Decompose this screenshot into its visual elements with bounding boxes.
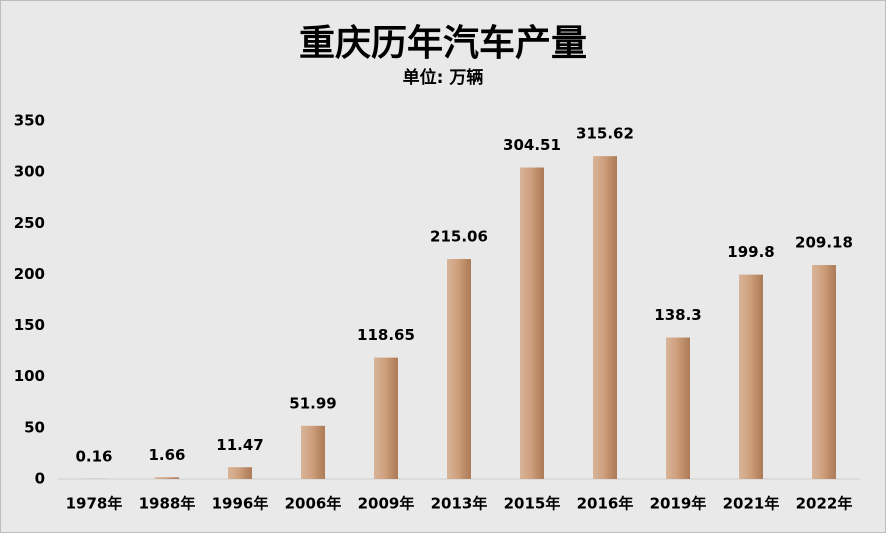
y-tick-label: 300 [14, 163, 45, 181]
x-tick-label: 2019年 [650, 495, 707, 513]
value-label: 215.06 [430, 228, 488, 246]
x-tick-label: 2006年 [285, 495, 342, 513]
value-label: 0.16 [75, 447, 112, 465]
bar-shade [155, 477, 179, 479]
x-tick-label: 1996年 [212, 495, 269, 513]
x-tick-label: 2016年 [577, 495, 634, 513]
bar-shade [593, 156, 617, 479]
chart-subtitle: 单位: 万辆 [403, 67, 484, 88]
x-tick-label: 2013年 [431, 495, 488, 513]
value-label: 199.8 [727, 243, 774, 261]
value-label: 138.3 [654, 306, 701, 324]
bar-shade [739, 274, 763, 479]
x-tick-label: 2022年 [796, 495, 853, 513]
bar-shade [301, 425, 325, 479]
y-tick-label: 250 [14, 214, 45, 232]
value-label: 1.66 [148, 446, 185, 464]
y-tick-label: 200 [14, 265, 45, 283]
value-label: 304.51 [503, 136, 561, 154]
x-tick-label: 2021年 [723, 495, 780, 513]
chart-title: 重庆历年汽车产量 [299, 23, 587, 64]
value-label: 51.99 [289, 394, 336, 412]
y-tick-label: 0 [35, 470, 45, 488]
bar-shade [520, 167, 544, 479]
bar-shade [374, 357, 398, 479]
y-tick-label: 150 [14, 316, 45, 334]
bar-shade [812, 265, 836, 479]
x-tick-label: 2015年 [504, 495, 561, 513]
value-label: 118.65 [357, 326, 415, 344]
x-tick-label: 1978年 [66, 495, 123, 513]
y-tick-label: 50 [24, 418, 45, 436]
x-tick-label: 2009年 [358, 495, 415, 513]
value-label: 11.47 [216, 436, 263, 454]
y-tick-label: 350 [14, 112, 45, 130]
bar-shade [666, 337, 690, 479]
x-tick-label: 1988年 [139, 495, 196, 513]
value-label: 315.62 [576, 125, 634, 143]
bar-shade [447, 259, 471, 479]
value-label: 209.18 [795, 234, 853, 252]
bar-shade [228, 467, 252, 479]
y-tick-label: 100 [14, 367, 45, 385]
